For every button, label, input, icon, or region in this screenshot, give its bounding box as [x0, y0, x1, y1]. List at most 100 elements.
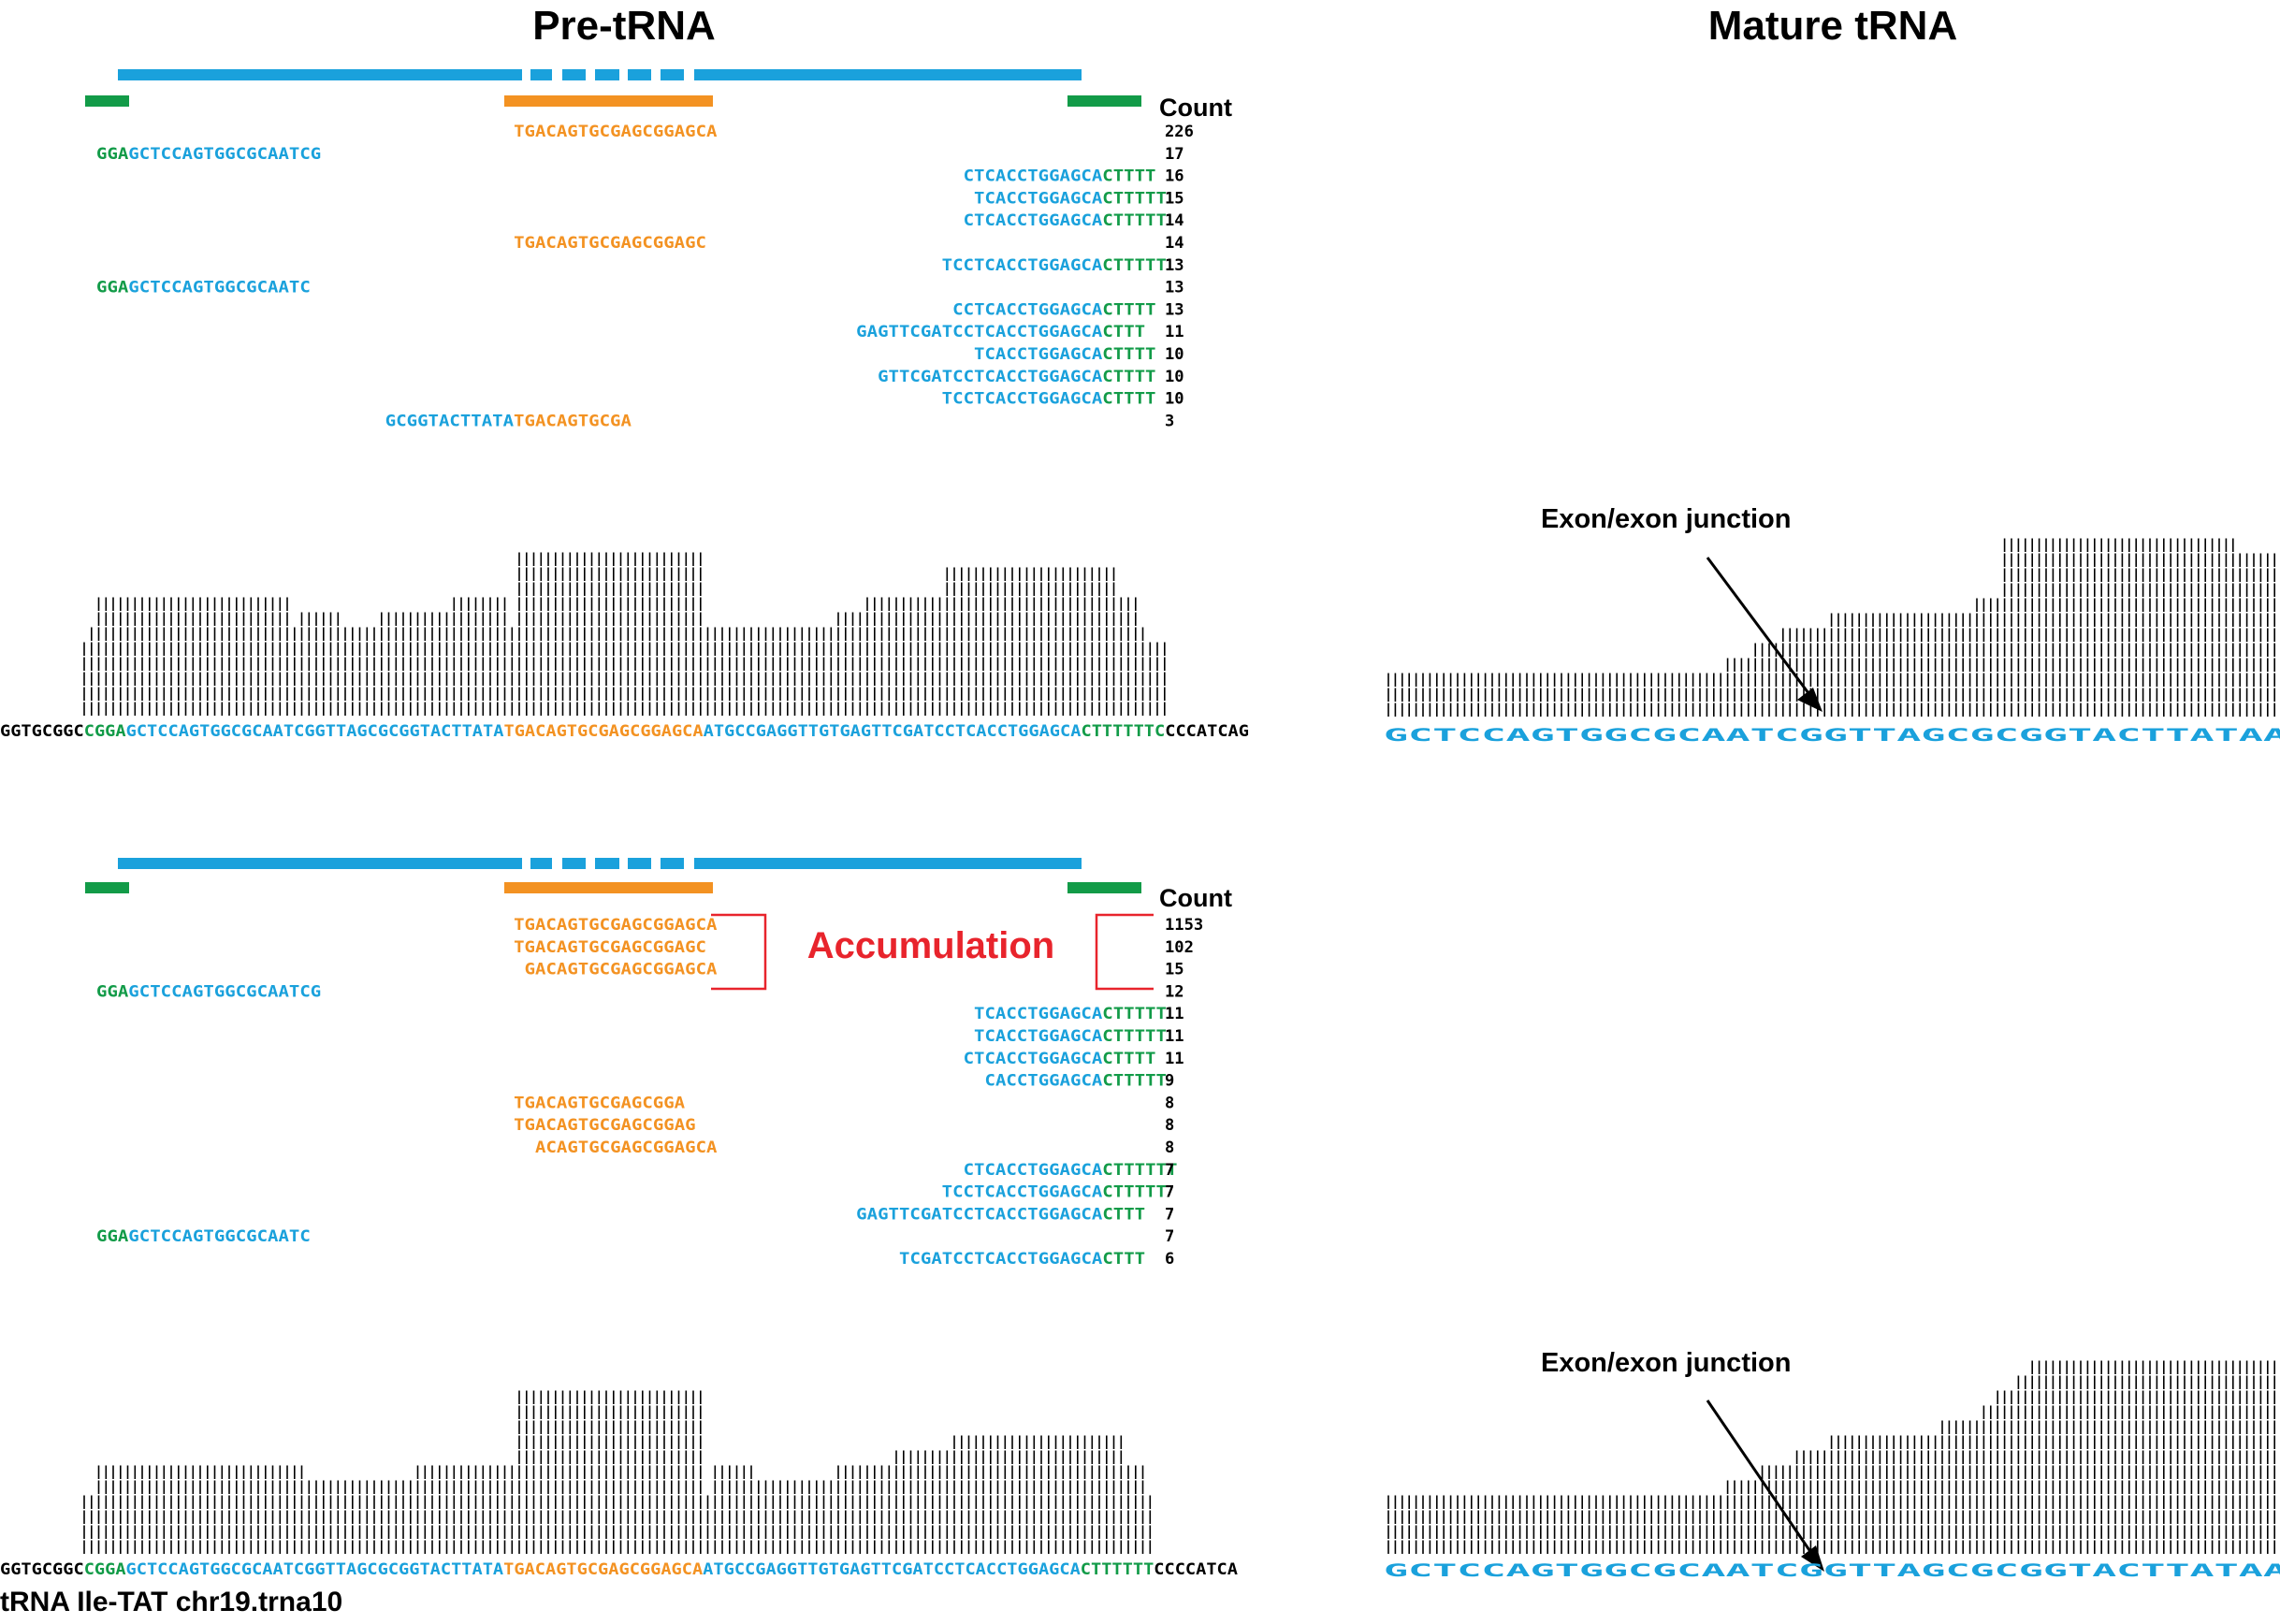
read-count: 102	[1165, 938, 1194, 957]
sequence-segment: CTTTTT	[1102, 189, 1167, 208]
sequence-segment: CCCATCAG	[1165, 722, 1249, 741]
mature-top-junction-label: Exon/exon junction	[1541, 504, 1791, 534]
mature-trna-title: Mature tRNA	[1708, 3, 1957, 49]
read-row: TGACAGTGCGAGCGGAGCA	[514, 916, 718, 935]
sequence-segment: GCTCCAGTGGCGCAATCG	[128, 982, 321, 1001]
sequence-segment: ATGCCGAGGTTGTGAGTTCGATCCTCACCTGGAGCA	[704, 722, 1082, 741]
top-intron-dash	[530, 69, 552, 80]
bottom-intron-dash	[661, 858, 684, 869]
read-row: ACAGTGCGAGCGGAGCA	[535, 1138, 718, 1157]
sequence-segment: CCTCACCTGGAGCA	[952, 300, 1103, 319]
read-row: CTCACCTGGAGCA CTTTT	[964, 167, 1156, 186]
sequence-segment: GCTCCAGTGGCGCAATCGGTTAGCGCGGTACTTATA	[126, 722, 505, 741]
sequence-segment: GCTCCAGTGGCGCAATCG	[128, 145, 321, 164]
arrow-head	[1797, 688, 1823, 712]
sequence-segment: CTTTT	[1102, 300, 1155, 319]
read-row: TCCTCACCTGGAGCA CTTTTT	[942, 1183, 1167, 1202]
sequence-segment: CTTTTTTC	[1081, 722, 1165, 741]
sequence-segment: CGGA	[84, 722, 127, 741]
sequence-segment: ACAGTGCGAGCGGAGCA	[535, 1138, 718, 1157]
sequence-segment: CGGA	[84, 1560, 127, 1579]
read-row: GAGTTCGATCCTCACCTGGAGCA CTTT	[856, 323, 1145, 341]
sequence-segment: CTTTT	[1102, 368, 1155, 386]
mature-top-junction-arrow	[1706, 557, 1823, 712]
read-count: 10	[1165, 345, 1184, 364]
sequence-segment: GCTCCAGTGGCGCAATCGGTTAGCGCGGTACTTATA	[126, 1560, 504, 1579]
read-row: TGACAGTGCGAGCGGAGC	[514, 234, 706, 253]
top-leader-bar	[85, 95, 129, 107]
read-row: GGA GCTCCAGTGGCGCAATCG	[96, 145, 321, 164]
sequence-segment: CTTTTT	[1102, 1072, 1167, 1091]
top-count-header: Count	[1159, 94, 1232, 122]
read-count: 7	[1165, 1227, 1174, 1246]
accumulation-label: Accumulation	[807, 925, 1054, 966]
sequence-segment: GGA	[96, 279, 129, 297]
sequence-segment: GCTCCAGTGGCGCAATC	[128, 1227, 310, 1246]
read-row: TCACCTGGAGCA CTTTTT	[974, 1005, 1167, 1023]
read-count: 11	[1165, 1005, 1184, 1023]
sequence-segment: CTTTT	[1102, 167, 1155, 186]
sequence-segment: GCTCCAGTGGCGCAATC	[128, 279, 310, 297]
read-row: GGA GCTCCAGTGGCGCAATCG	[96, 982, 321, 1001]
top-gene-model	[85, 69, 1141, 107]
bottom-exon1-bar	[118, 858, 522, 869]
read-count: 11	[1165, 1050, 1184, 1068]
sequence-segment: TGACAGTGCGAGCGGAG	[514, 1116, 696, 1135]
sequence-segment: TCACCTGGAGCA	[974, 1005, 1103, 1023]
sequence-segment: CCCCATCA	[1154, 1560, 1238, 1579]
sequence-segment: GGTGCGGC	[0, 1560, 84, 1579]
read-count: 6	[1165, 1250, 1174, 1269]
read-count: 10	[1165, 368, 1184, 386]
read-count: 14	[1165, 211, 1184, 230]
pre-trna-title: Pre-tRNA	[532, 3, 716, 49]
sequence-segment: CTTT	[1102, 1205, 1145, 1224]
mature-bottom-sequence: GCTCCAGTGGCGCAATCGGTTAGCGCGGTACTTATAATGC…	[1384, 1561, 2280, 1581]
read-row: CTCACCTGGAGCA CTTTTTT	[964, 1161, 1178, 1180]
sequence-segment: GCTCCAGTGGCGCAATCGGTTAGCGCGGTACTTATAATGC…	[1384, 1561, 2280, 1581]
read-row: TGACAGTGCGAGCGGAG	[514, 1116, 696, 1135]
sequence-segment: CTTTT	[1102, 390, 1155, 409]
sequence-segment: CTTTTTT	[1081, 1560, 1154, 1579]
sequence-segment: TCCTCACCTGGAGCA	[942, 1183, 1103, 1202]
arrow-shaft	[1706, 557, 1813, 698]
top-exon1-bar	[118, 69, 522, 80]
sequence-segment: GAGTTCGATCCTCACCTGGAGCA	[856, 1205, 1103, 1224]
sequence-segment: TCGATCCTCACCTGGAGCA	[899, 1250, 1103, 1269]
arrow-shaft	[1706, 1399, 1815, 1557]
bottom-intron-dash	[628, 858, 651, 869]
read-count: 9	[1165, 1072, 1174, 1091]
read-row: CCTCACCTGGAGCA CTTTT	[952, 300, 1155, 319]
read-row: GGA GCTCCAGTGGCGCAATC	[96, 279, 311, 297]
read-count: 17	[1165, 145, 1184, 164]
read-row: TCACCTGGAGCA CTTTTT	[974, 189, 1167, 208]
sequence-segment: GAGTTCGATCCTCACCTGGAGCA	[856, 323, 1103, 341]
sequence-segment: TCCTCACCTGGAGCA	[942, 390, 1103, 409]
read-count: 8	[1165, 1138, 1174, 1157]
bottom-intron-dash	[595, 858, 619, 869]
top-exon2-bar	[694, 69, 1082, 80]
read-count: 15	[1165, 961, 1184, 979]
read-row: TCGATCCTCACCTGGAGCA CTTT	[899, 1250, 1145, 1269]
read-count: 11	[1165, 1027, 1184, 1046]
read-row: TCACCTGGAGCA CTTTT	[974, 345, 1156, 364]
sequence-segment: CTTTTT	[1102, 1027, 1167, 1046]
sequence-segment: CTCACCTGGAGCA	[964, 211, 1104, 230]
read-count: 7	[1165, 1205, 1174, 1224]
top-coverage	[83, 552, 1166, 716]
sequence-segment: CTCACCTGGAGCA	[964, 167, 1103, 186]
mature-top-coverage	[1387, 538, 2275, 717]
read-count: 1153	[1165, 916, 1203, 935]
sequence-segment: CTTTTT	[1102, 1183, 1167, 1202]
sequence-segment: TGACAGTGCGAGCGGAGCA	[514, 123, 718, 141]
sequence-segment: TGACAGTGCGAGCGGAGCA	[503, 1560, 704, 1579]
read-row: GTTCGATCCTCACCTGGAGCA CTTTT	[878, 368, 1155, 386]
sequence-segment: CACCTGGAGCA	[985, 1072, 1104, 1091]
sequence-segment: TGACAGTGCGAGCGGAGCA	[514, 916, 718, 935]
top-genomic-sequence: GGTGCGGC CGGA GCTCCAGTGGCGCAATCGGTTAGCGCGG…	[0, 722, 1249, 741]
accumulation-bracket-left	[711, 913, 767, 991]
bottom-intron-dash	[530, 858, 552, 869]
sequence-segment: CTTTTT	[1102, 1005, 1167, 1023]
